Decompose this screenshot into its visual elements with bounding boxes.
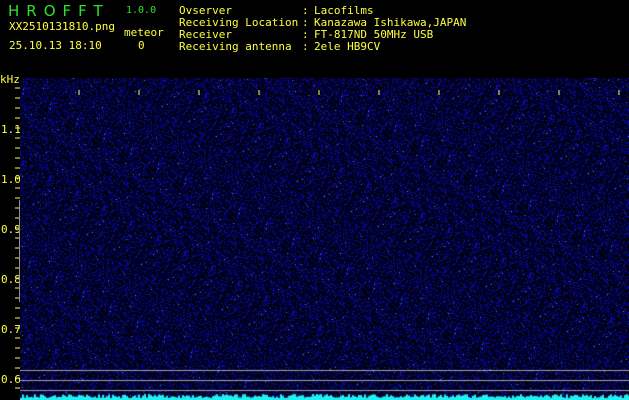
app-version: 1.0.0 (126, 5, 157, 16)
info-separator: : (302, 28, 309, 41)
info-label: Ovserver (179, 4, 232, 17)
axis-unit: kHz (0, 73, 20, 86)
meteor-label: meteor (124, 26, 164, 39)
meteor-count: 0 (138, 39, 145, 52)
y-tick-label: 0.9 (1, 223, 21, 236)
info-separator: : (302, 40, 309, 53)
file-datetime: 25.10.13 18:10 (9, 39, 102, 52)
info-label: Receiver (179, 28, 232, 41)
info-separator: : (302, 4, 309, 17)
info-label: Receiving Location (179, 16, 299, 29)
info-value: FT-817ND 50MHz USB (314, 28, 434, 41)
info-value: Kanazawa Ishikawa,JAPAN (314, 16, 467, 29)
spectrogram (20, 78, 629, 400)
info-value: 2ele HB9CV (314, 40, 381, 53)
info-separator: : (302, 16, 309, 29)
app-logo: HROFFT (8, 2, 110, 20)
y-tick-label: 1.1 (1, 123, 21, 136)
y-tick-label: 0.6 (1, 373, 21, 386)
file-name: XX2510131810.png (9, 20, 115, 33)
info-label: Receiving antenna (179, 40, 292, 53)
y-tick-label: 1.0 (1, 173, 21, 186)
y-tick-label: 0.7 (1, 323, 21, 336)
y-tick-label: 0.8 (1, 273, 21, 286)
info-value: Lacofilms (314, 4, 374, 17)
